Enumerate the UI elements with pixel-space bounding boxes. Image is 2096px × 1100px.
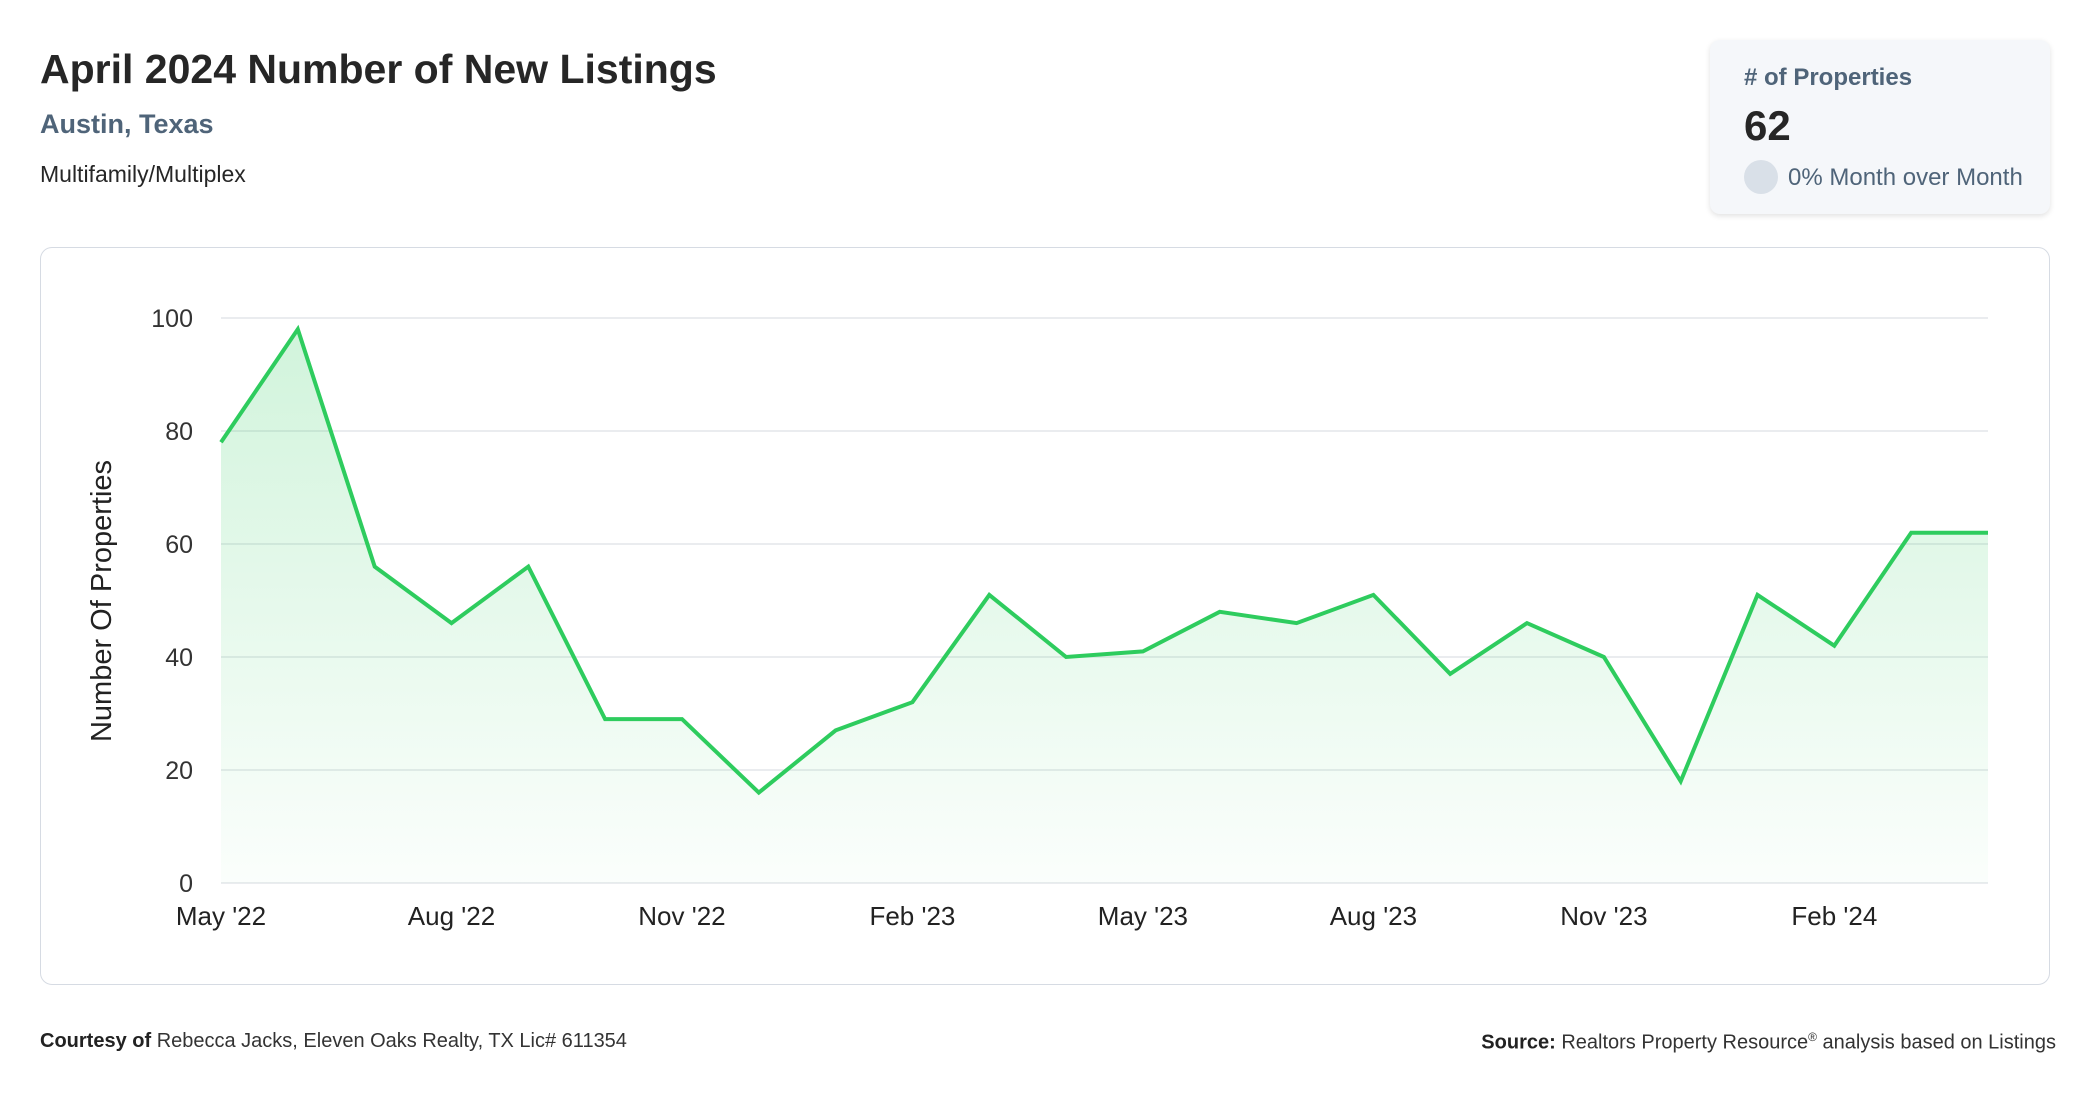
data-point[interactable] <box>1754 591 1762 599</box>
x-tick-label: Feb '23 <box>869 901 955 931</box>
data-point[interactable] <box>1139 647 1147 655</box>
x-tick-label: Aug '23 <box>1330 901 1417 931</box>
y-tick-label: 80 <box>165 418 193 446</box>
data-point[interactable] <box>832 726 840 734</box>
x-tick-label: Nov '22 <box>638 901 725 931</box>
data-point[interactable] <box>1984 529 1992 537</box>
data-point[interactable] <box>294 325 302 333</box>
data-point[interactable] <box>985 591 993 599</box>
data-point[interactable] <box>371 563 379 571</box>
data-point[interactable] <box>1677 777 1685 785</box>
data-point[interactable] <box>1523 619 1531 627</box>
line-area-chart: 0 20 40 60 80 100 May '22 Aug '22 Nov '22 Feb '23… <box>86 305 1992 931</box>
y-tick-label: 40 <box>165 644 193 672</box>
source-text: Realtors Property Resource <box>1561 1031 1809 1054</box>
source-footer: Source: Realtors Property Resource® anal… <box>1481 1030 2056 1055</box>
y-axis-label: Number Of Properties <box>86 460 118 742</box>
x-tick-label: May '23 <box>1098 901 1188 931</box>
data-point[interactable] <box>524 563 532 571</box>
y-tick-label: 60 <box>165 531 193 559</box>
courtesy-footer: Courtesy of Rebecca Jacks, Eleven Oaks R… <box>40 1030 627 1053</box>
data-point[interactable] <box>447 619 455 627</box>
data-point[interactable] <box>601 715 609 723</box>
location-subtitle: Austin, Texas <box>40 109 214 139</box>
data-point[interactable] <box>908 698 916 706</box>
courtesy-text: Rebecca Jacks, Eleven Oaks Realty, TX Li… <box>156 1030 627 1052</box>
source-label: Source: <box>1481 1031 1556 1054</box>
data-point[interactable] <box>1830 642 1838 650</box>
series-area <box>221 329 1988 883</box>
data-point[interactable] <box>1062 653 1070 661</box>
kpi-change: 0% Month over Month <box>1788 164 2023 191</box>
y-tick-label: 100 <box>151 305 193 333</box>
y-tick-label: 0 <box>179 870 193 898</box>
kpi-label: # of Properties <box>1744 64 1913 91</box>
y-tick-label: 20 <box>165 757 193 785</box>
kpi-value: 62 <box>1744 102 1791 149</box>
change-indicator-icon <box>1744 160 1778 194</box>
courtesy-label: Courtesy of <box>40 1030 152 1052</box>
data-point[interactable] <box>1446 670 1454 678</box>
series-line <box>219 324 1988 796</box>
x-tick-label: May '22 <box>176 901 266 931</box>
data-point[interactable] <box>217 438 225 446</box>
data-point[interactable] <box>1907 529 1915 537</box>
chart-card: 0 20 40 60 80 100 May '22 Aug '22 Nov '22 Feb '23… <box>40 247 2050 985</box>
data-point[interactable] <box>1600 653 1608 661</box>
data-point[interactable] <box>1216 608 1224 616</box>
x-tick-label: Aug '22 <box>408 901 495 931</box>
data-point[interactable] <box>1293 619 1301 627</box>
source-text-suffix: analysis based on Listings <box>1816 1031 2057 1054</box>
registered-mark: ® <box>1808 1030 1817 1044</box>
x-tick-label: Feb '24 <box>1791 901 1877 931</box>
x-tick-label: Nov '23 <box>1560 901 1647 931</box>
page-title: April 2024 Number of New Listings <box>40 46 717 92</box>
property-type-label: Multifamily/Multiplex <box>40 161 246 187</box>
data-point[interactable] <box>678 715 686 723</box>
data-point[interactable] <box>1369 591 1377 599</box>
data-point[interactable] <box>755 789 763 797</box>
kpi-card: # of Properties 62 0% Month over Month <box>1710 40 2050 214</box>
